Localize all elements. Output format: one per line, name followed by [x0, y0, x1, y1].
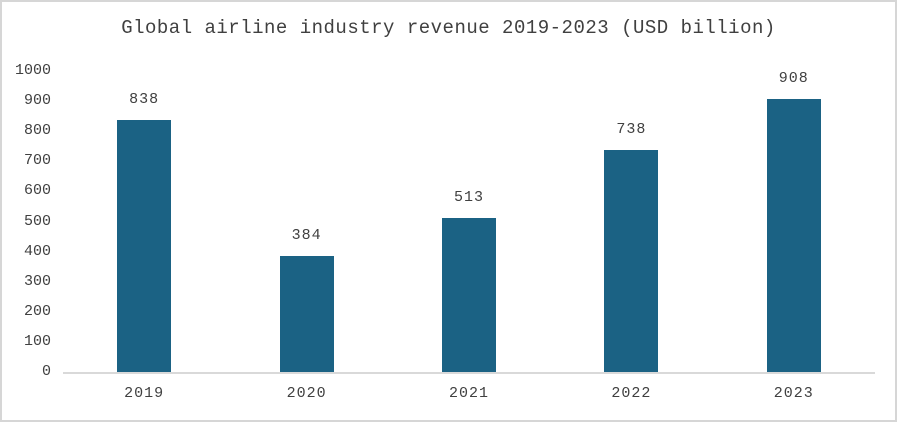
- y-tick-label-1000: 1000: [14, 62, 51, 79]
- y-tick-label-400: 400: [23, 242, 51, 260]
- x-axis-label-2021: 2021: [448, 385, 489, 402]
- chart-title: Global airline industry revenue 2019-202…: [121, 17, 776, 39]
- bar-2021: [442, 218, 496, 372]
- y-tick-label-0: 0: [41, 363, 51, 380]
- bar-2020: [279, 256, 334, 372]
- bar-value-label-2023: 908: [778, 70, 809, 87]
- y-tick-label-600: 600: [23, 182, 51, 200]
- y-tick-label-700: 700: [23, 152, 51, 170]
- x-axis-label-2020: 2020: [286, 385, 327, 402]
- bar-value-label-2019: 838: [129, 91, 160, 108]
- bar-2019: [117, 120, 172, 372]
- bar-value-label-2021: 513: [453, 189, 484, 206]
- y-tick-label-200: 200: [23, 302, 51, 320]
- x-axis-label-2019: 2019: [124, 385, 165, 402]
- bar-2022: [604, 150, 659, 372]
- bar-value-label-2022: 738: [616, 121, 647, 138]
- x-axis-label-2022: 2022: [611, 385, 652, 402]
- x-axis-label-2023: 2023: [773, 385, 814, 402]
- y-tick-label-900: 900: [23, 92, 51, 110]
- y-tick-label-100: 100: [23, 332, 51, 350]
- y-tick-label-500: 500: [23, 212, 51, 230]
- y-tick-label-800: 800: [23, 122, 51, 140]
- bar-value-label-2020: 384: [291, 227, 322, 244]
- y-tick-label-300: 300: [23, 272, 51, 290]
- bar-2023: [766, 99, 821, 372]
- x-axis-line: [63, 372, 875, 374]
